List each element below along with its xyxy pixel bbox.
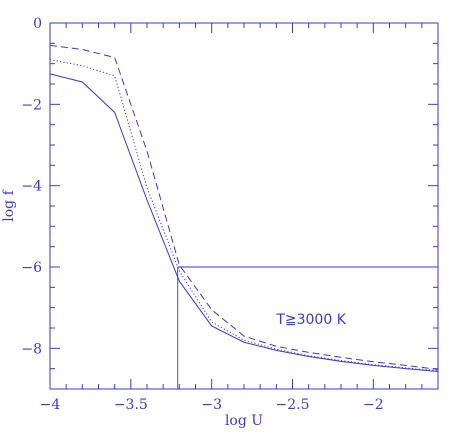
y-tick-label: −2 (21, 97, 42, 113)
x-tick-label: −2.5 (276, 397, 310, 413)
y-tick-label: −6 (21, 260, 42, 276)
temperature-annotation: T≧3000 K (275, 312, 346, 328)
series-line-solid (49, 73, 439, 373)
series-line-dashed (49, 44, 439, 370)
x-axis-title: log U (225, 413, 263, 429)
y-tick-label: −8 (21, 341, 42, 357)
y-tick-label: −4 (21, 179, 42, 195)
y-axis-title: log f (1, 188, 17, 221)
x-tick-label: −2 (363, 397, 384, 413)
x-tick-label: −3 (201, 397, 222, 413)
series-layer (49, 44, 439, 373)
guides-layer (177, 266, 438, 389)
labels-layer: −4 −3.5 −3 −2.5 −2 0 −2 −4 −6 −8 T≧3000 K (21, 16, 383, 413)
ticks-layer (49, 22, 439, 390)
x-tick-label: −3.5 (114, 397, 148, 413)
x-tick-label: −4 (40, 397, 61, 413)
plot-frame (49, 22, 439, 390)
y-tick-label: 0 (33, 16, 42, 32)
